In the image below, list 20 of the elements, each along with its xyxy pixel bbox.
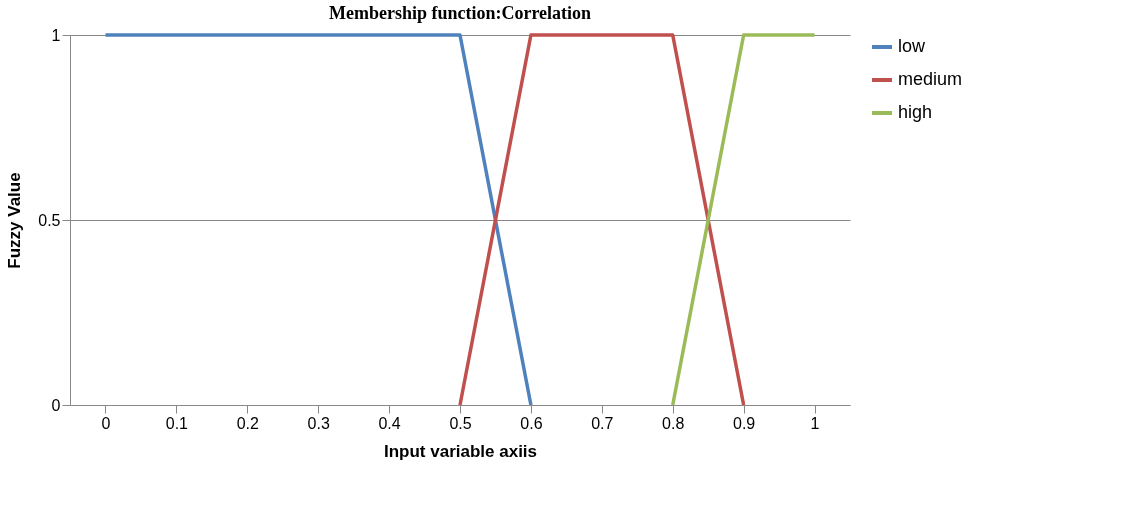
y-tick-label: 1 [51, 26, 61, 44]
y-tick-label: 0.5 [38, 211, 61, 229]
chart-title: Membership function:Correlation [328, 3, 592, 23]
x-tick-label: 0.5 [449, 414, 472, 432]
x-tick-label: 0.8 [662, 414, 685, 432]
x-tick-label: 0.3 [307, 414, 330, 432]
x-tick-label: 0.6 [520, 414, 543, 432]
x-axis-title: Input variable axiis [383, 441, 538, 461]
y-axis-title: Fuzzy Value [5, 172, 25, 269]
x-tick-label: 0.7 [591, 414, 614, 432]
x-tick-label: 0.2 [236, 414, 259, 432]
x-tick-label: 0 [101, 414, 111, 432]
x-tick-label: 0.9 [733, 414, 756, 432]
x-tick-label: 1 [810, 414, 820, 432]
x-tick-label: 0.1 [165, 414, 189, 432]
legend-label: high [898, 102, 933, 122]
legend-label: medium [898, 69, 963, 89]
y-tick-label: 0 [51, 396, 61, 414]
x-tick-label: 0.4 [378, 414, 401, 432]
legend-label: low [898, 36, 927, 56]
